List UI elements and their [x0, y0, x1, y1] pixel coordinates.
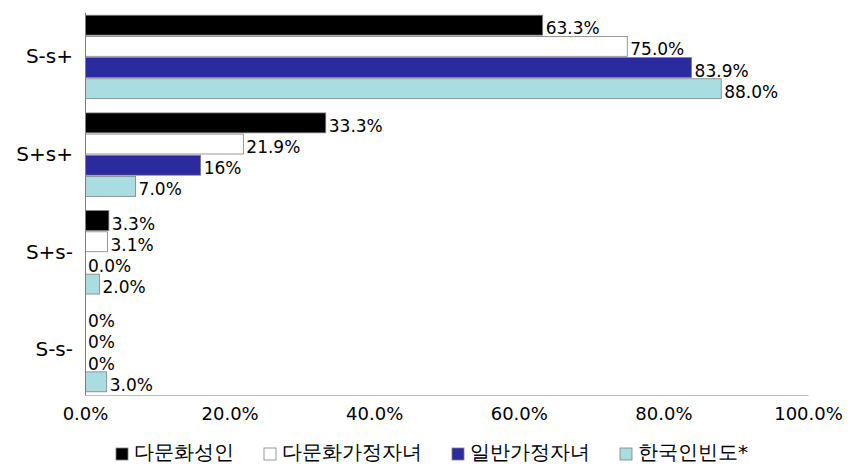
chart: 63.3% 33.3% 3.3% 0% 75.0% 21.9% 3.1% 0% 83.9% 16%…: [0, 0, 864, 475]
x-tick: 60.0%: [491, 395, 548, 424]
bar: [85, 134, 243, 154]
y-tick-label: S-s-: [35, 337, 73, 361]
data-label: 3.0%: [110, 375, 153, 395]
bar: [85, 232, 107, 252]
bar: [85, 372, 107, 392]
data-label: 3.1%: [110, 235, 153, 255]
data-label: 21.9%: [246, 137, 300, 157]
x-tick-label: 80.0%: [635, 403, 692, 424]
bar: [85, 58, 692, 78]
data-label: 0%: [88, 311, 115, 331]
legend-item: 다문화가정자녀: [264, 440, 422, 464]
series: [85, 58, 692, 176]
legend-swatch: [452, 448, 464, 460]
bar: [85, 155, 201, 175]
y-tick-label: S+s-: [26, 240, 73, 264]
bar: [85, 15, 543, 35]
x-tick: 80.0%: [635, 395, 692, 424]
data-label: 0.0%: [88, 256, 131, 276]
y-tick: S-s+: [26, 44, 85, 68]
data-label: 83.9%: [695, 61, 749, 81]
bars: [85, 15, 721, 392]
data-label: 16%: [204, 158, 242, 178]
x-tick: 40.0%: [346, 395, 403, 424]
legend-label: 일반가정자녀: [470, 440, 590, 464]
x-axis-line: [86, 395, 809, 396]
y-tick: S+s+: [16, 142, 85, 166]
legend-swatch: [620, 448, 632, 460]
legend-swatch: [264, 448, 276, 460]
y-tick-label: S+s+: [16, 142, 73, 166]
data-label: 33.3%: [329, 116, 383, 136]
data-label: 2.0%: [102, 277, 145, 297]
legend-label: 한국인빈도*: [638, 440, 748, 464]
x-tick-label: 20.0%: [202, 403, 259, 424]
x-tick: 20.0%: [202, 395, 259, 424]
data-label: 3.3%: [112, 214, 155, 234]
series: [85, 79, 721, 392]
x-tick-label: 40.0%: [346, 403, 403, 424]
data-labels: 63.3% 33.3% 3.3% 0% 75.0% 21.9% 3.1% 0% 83.9% 16%…: [88, 18, 778, 395]
bar: [85, 176, 136, 196]
y-axis: S-s+ S+s+ S+s- S-s-: [16, 13, 85, 396]
x-tick-label: 60.0%: [491, 403, 548, 424]
x-tick: 0.0%: [63, 395, 109, 424]
data-label: 0%: [88, 354, 115, 374]
data-label: 0%: [88, 332, 115, 352]
bar: [85, 113, 326, 133]
legend-label: 다문화가정자녀: [282, 440, 422, 464]
y-tick: S-s-: [35, 337, 85, 361]
x-tick-label: 100.0%: [774, 403, 843, 424]
data-label: 88.0%: [724, 82, 778, 102]
x-axis: 0.0% 20.0% 40.0% 60.0% 80.0% 100.0%: [63, 395, 843, 424]
data-label: 7.0%: [139, 179, 182, 199]
legend-item: 한국인빈도*: [620, 440, 748, 464]
data-label: 63.3%: [546, 18, 600, 38]
y-axis-line: [85, 13, 86, 396]
bar: [85, 36, 627, 56]
legend-item: 다문화성인: [116, 440, 234, 464]
legend-label: 다문화성인: [134, 440, 234, 464]
legend-item: 일반가정자녀: [452, 440, 590, 464]
bar: [85, 79, 721, 99]
x-tick: 100.0%: [774, 395, 843, 424]
x-tick-label: 0.0%: [63, 403, 109, 424]
bar: [85, 274, 99, 294]
legend: 다문화성인 다문화가정자녀 일반가정자녀 한국인빈도*: [116, 440, 748, 464]
legend-swatch: [116, 448, 128, 460]
data-label: 75.0%: [630, 39, 684, 59]
y-tick-label: S-s+: [26, 44, 73, 68]
bar: [85, 211, 109, 231]
y-tick: S+s-: [26, 240, 85, 264]
